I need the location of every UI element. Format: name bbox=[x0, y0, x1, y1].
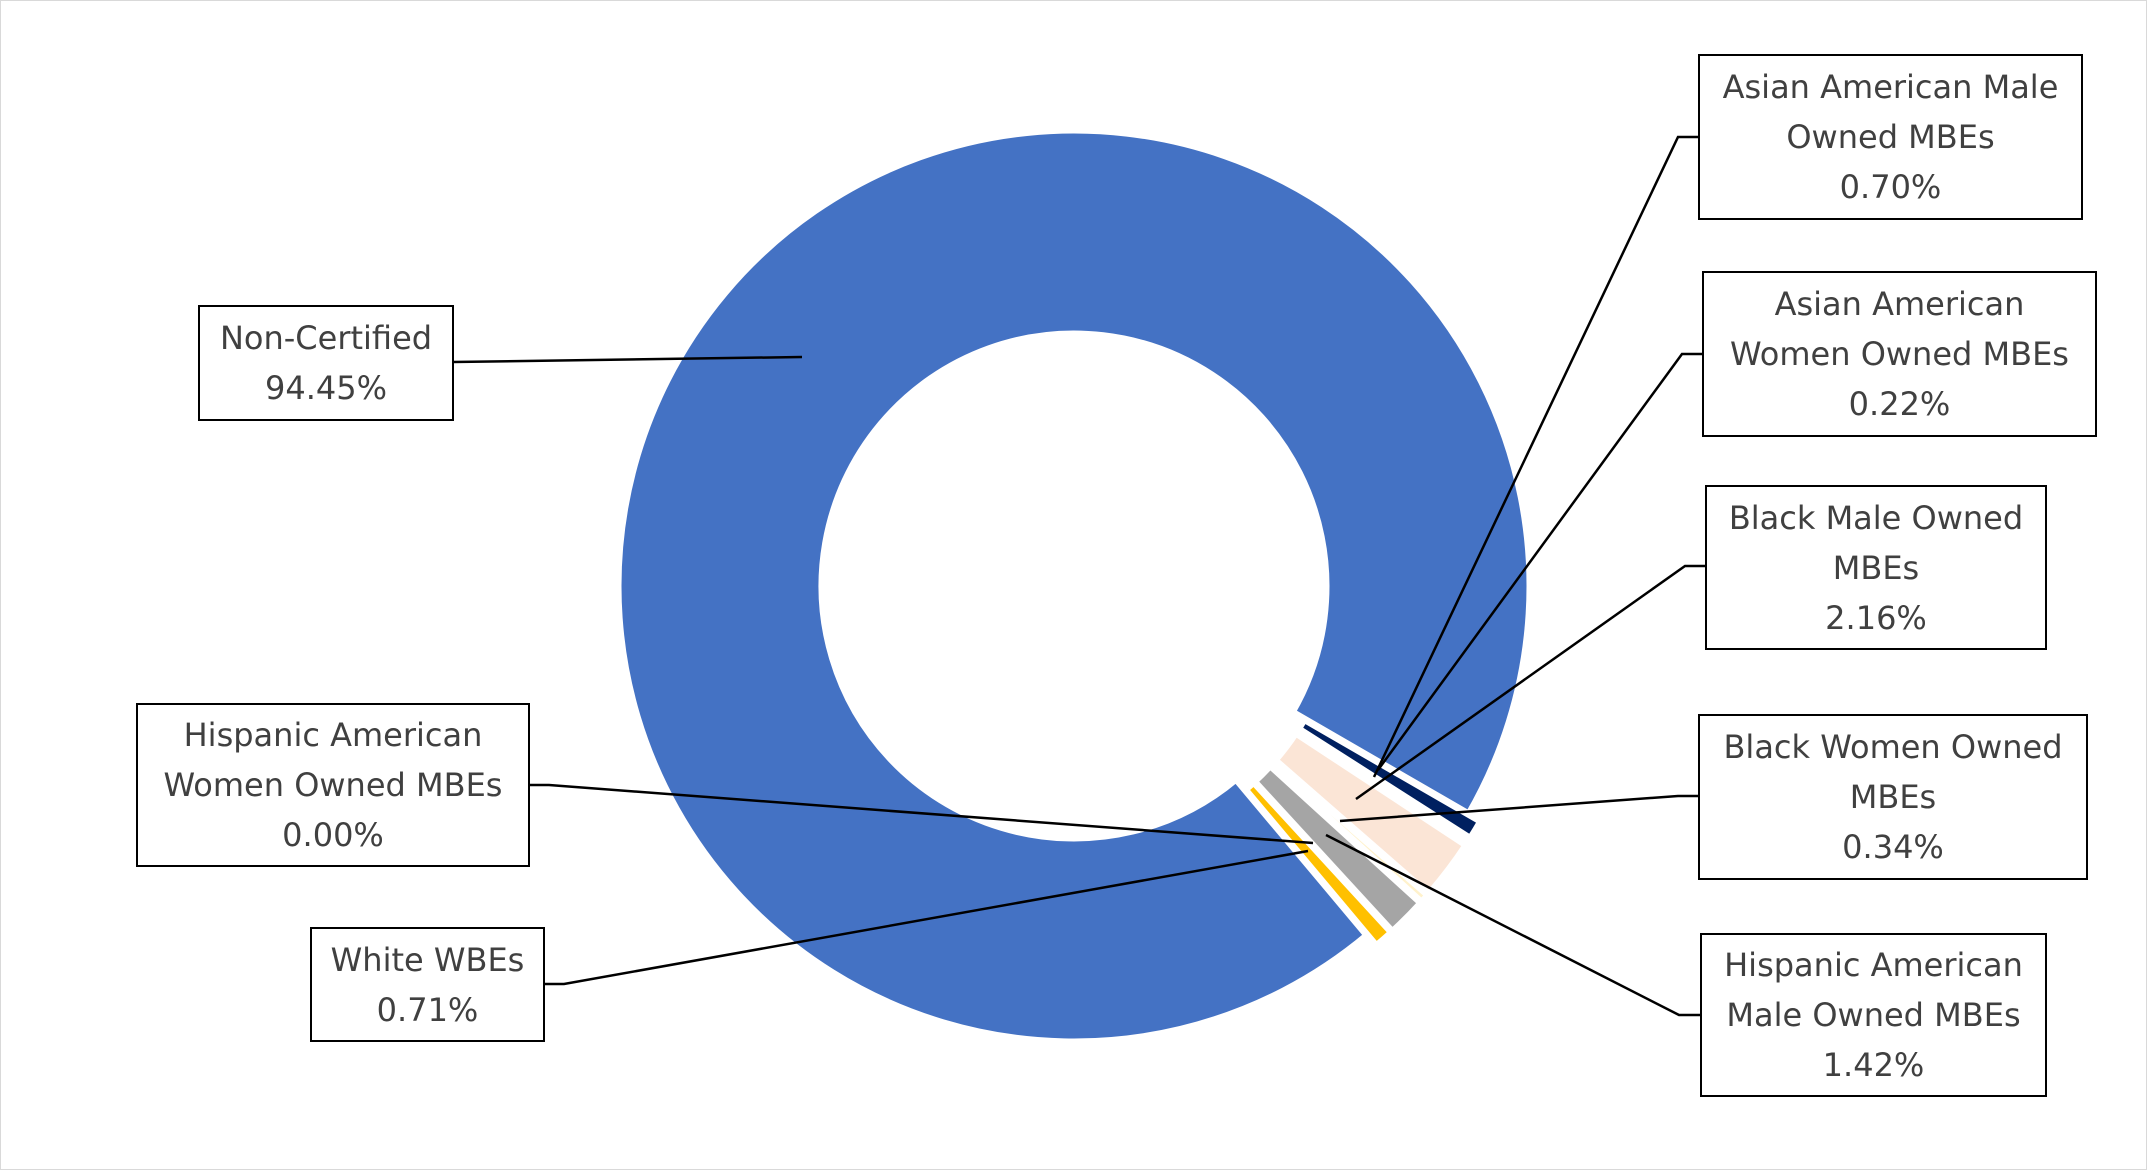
label-name: Non-Certified bbox=[219, 319, 433, 357]
label-asian-american-male: Asian American Male Owned MBEs 0.70% bbox=[1698, 54, 2083, 220]
label-value: 0.00% bbox=[282, 816, 384, 854]
label-name: Male Owned MBEs bbox=[1726, 996, 2021, 1034]
label-value: 0.22% bbox=[1848, 385, 1951, 423]
leader-line-asian-american-women bbox=[1376, 352, 1703, 771]
label-black-male: Black Male Owned MBEs 2.16% bbox=[1705, 485, 2047, 650]
label-name: MBEs bbox=[1832, 548, 1920, 587]
label-name: Hispanic American bbox=[1724, 946, 2023, 984]
leader-line-hispanic-american-women bbox=[529, 783, 1314, 845]
leader-line-hispanic-american-male bbox=[1325, 833, 1700, 1017]
label-non-certified: Non-Certified 94.45% bbox=[198, 305, 454, 421]
label-value: 94.45% bbox=[264, 369, 387, 407]
leader-line-black-male bbox=[1355, 564, 1705, 801]
slice-non-certified bbox=[614, 126, 1534, 1046]
label-hispanic-american-male: Hispanic American Male Owned MBEs 1.42% bbox=[1700, 933, 2047, 1097]
label-white-wbes: White WBEs 0.71% bbox=[310, 927, 545, 1042]
label-name: Women Owned MBEs bbox=[163, 766, 503, 804]
leader-line-white-wbes bbox=[544, 849, 1309, 986]
leader-line-non-certified bbox=[452, 355, 803, 364]
label-name: Asian American Male bbox=[1722, 68, 2059, 106]
label-hispanic-american-women: Hispanic American Women Owned MBEs 0.00% bbox=[136, 703, 530, 867]
label-name: Women Owned MBEs bbox=[1730, 335, 2069, 373]
leader-line-black-women bbox=[1339, 794, 1699, 823]
label-name: Black Women Owned bbox=[1723, 728, 2063, 766]
label-value: 0.70% bbox=[1839, 168, 1942, 206]
label-name: Black Male Owned bbox=[1728, 498, 2024, 537]
label-name: White WBEs bbox=[330, 940, 525, 979]
label-name: MBEs bbox=[1849, 778, 1937, 816]
label-name: Owned MBEs bbox=[1786, 118, 1995, 156]
label-value: 1.42% bbox=[1822, 1046, 1925, 1084]
slice-white-wbes bbox=[1240, 777, 1397, 951]
label-name: Asian American bbox=[1774, 285, 2025, 323]
label-black-women: Black Women Owned MBEs 0.34% bbox=[1698, 714, 2088, 880]
label-value: 0.34% bbox=[1842, 828, 1944, 866]
label-name: Hispanic American bbox=[183, 716, 483, 754]
label-value: 2.16% bbox=[1825, 598, 1927, 637]
label-value: 0.71% bbox=[376, 990, 479, 1029]
label-asian-american-women: Asian American Women Owned MBEs 0.22% bbox=[1702, 271, 2097, 437]
leader-line-asian-american-male bbox=[1372, 135, 1699, 778]
